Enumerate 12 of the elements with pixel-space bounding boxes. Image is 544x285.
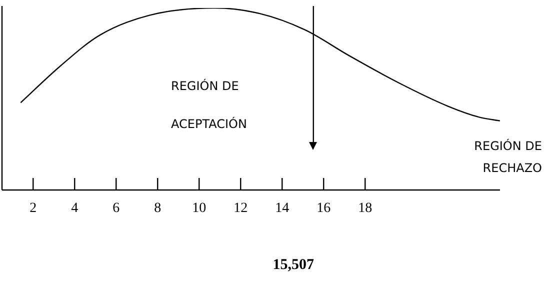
x-tick-label: 6 [112, 201, 120, 216]
x-tick-label: 2 [30, 201, 37, 216]
annotation: REGIÓN DE RECHAZO [474, 138, 542, 176]
x-tick-label: 8 [154, 201, 162, 216]
text: REGIÓN DE ACEPTACIÓN [171, 79, 247, 132]
x-tick-label: 10 [192, 201, 206, 216]
x-tick-label: 16 [316, 201, 331, 216]
x-tick-label: 12 [234, 201, 248, 216]
x-tick-label: 14 [275, 201, 290, 216]
x-tick-label: 18 [358, 201, 372, 216]
x-tick-label: 4 [71, 201, 78, 216]
ref-line-label: 15,507 [272, 256, 315, 273]
